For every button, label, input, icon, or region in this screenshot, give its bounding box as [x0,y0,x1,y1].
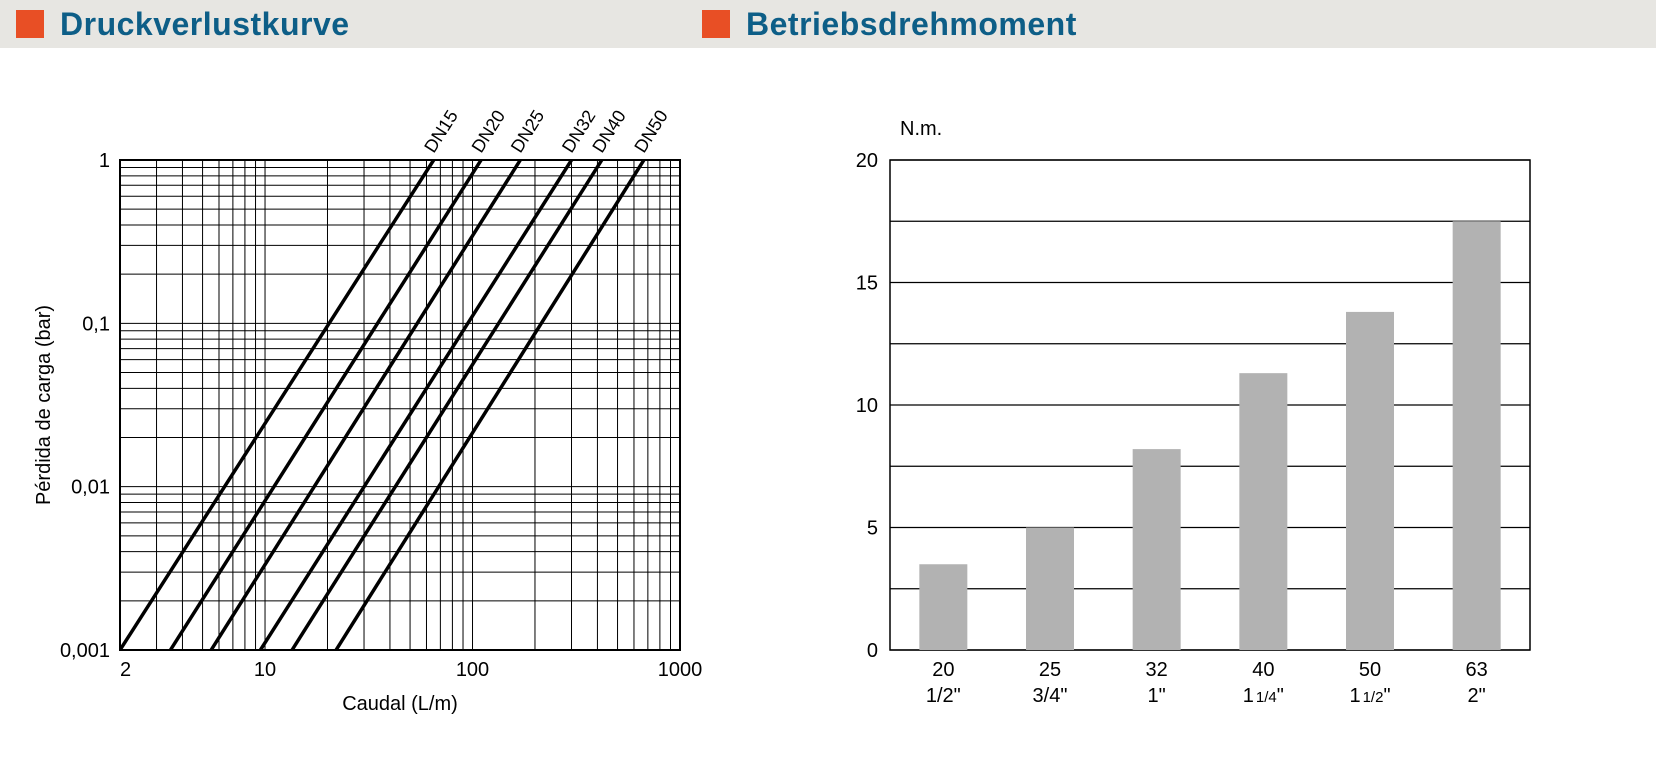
x-tick-top: 40 [1252,659,1274,681]
x-tick-bot: 11/2" [1349,685,1390,707]
header-right: Betriebsdrehmoment [686,0,1656,48]
pressure-loss-chart: DN15DN20DN25DN32DN40DN5021010010000,0010… [30,100,730,740]
header-band: Druckverlustkurve Betriebsdrehmoment [0,0,1656,48]
series-label: DN25 [507,107,548,157]
x-tick-bot: 11/4" [1243,685,1284,707]
x-axis-label: Caudal (L/m) [342,693,458,715]
x-tick-top: 20 [932,659,954,681]
series-line [120,160,434,650]
y-tick-label: 15 [856,273,878,295]
y-tick-label: 5 [867,518,878,540]
bar [1453,221,1501,650]
x-tick-label: 100 [456,659,489,681]
series-label: DN50 [630,107,671,157]
series-line [260,160,571,650]
series-label: DN15 [420,107,462,157]
x-tick-top: 25 [1039,659,1061,681]
y-tick-label: 1 [99,150,110,172]
header-left: Druckverlustkurve [0,0,686,48]
pressure-loss-svg: DN15DN20DN25DN32DN40DN5021010010000,0010… [30,100,730,740]
bullet-icon [702,10,730,38]
bullet-icon [16,10,44,38]
bar [1026,528,1074,651]
y-unit-label: N.m. [900,118,942,140]
x-tick-label: 10 [254,659,276,681]
x-tick-top: 50 [1359,659,1381,681]
page: Druckverlustkurve Betriebsdrehmoment DN1… [0,0,1656,762]
torque-chart: 20 1/2" 25 3/4" 32 1" 40 11/4" 50 11/2" 63 2" 0 5 10 15… [820,100,1620,740]
bar [1239,373,1287,650]
x-tick-bot: 3/4" [1033,685,1068,707]
x-tick-top: 63 [1466,659,1488,681]
x-tick-top: 32 [1146,659,1168,681]
left-title: Druckverlustkurve [60,6,350,43]
y-tick-label: 20 [856,150,878,172]
right-title: Betriebsdrehmoment [746,6,1077,43]
y-tick-label: 0 [867,640,878,662]
bar [919,564,967,650]
bar [1346,312,1394,650]
y-tick-label: 0,1 [82,313,110,335]
x-tick-label: 2 [120,659,131,681]
y-tick-label: 0,001 [60,640,110,662]
x-tick-bot: 2" [1468,685,1486,707]
series-line [211,160,520,650]
series-line [170,160,481,650]
y-tick-label: 0,01 [71,477,110,499]
torque-svg: 20 1/2" 25 3/4" 32 1" 40 11/4" 50 11/2" 63 2" 0 5 10 15… [820,100,1580,740]
y-tick-label: 10 [856,395,878,417]
series-label: DN40 [588,107,630,157]
bar [1133,449,1181,650]
series-label: DN20 [468,107,510,157]
x-tick-bot: 1/2" [926,685,961,707]
x-tick-label: 1000 [658,659,703,681]
x-tick-bot: 1" [1148,685,1166,707]
series-line [292,160,602,650]
y-axis-label: Pérdida de carga (bar) [33,305,55,505]
